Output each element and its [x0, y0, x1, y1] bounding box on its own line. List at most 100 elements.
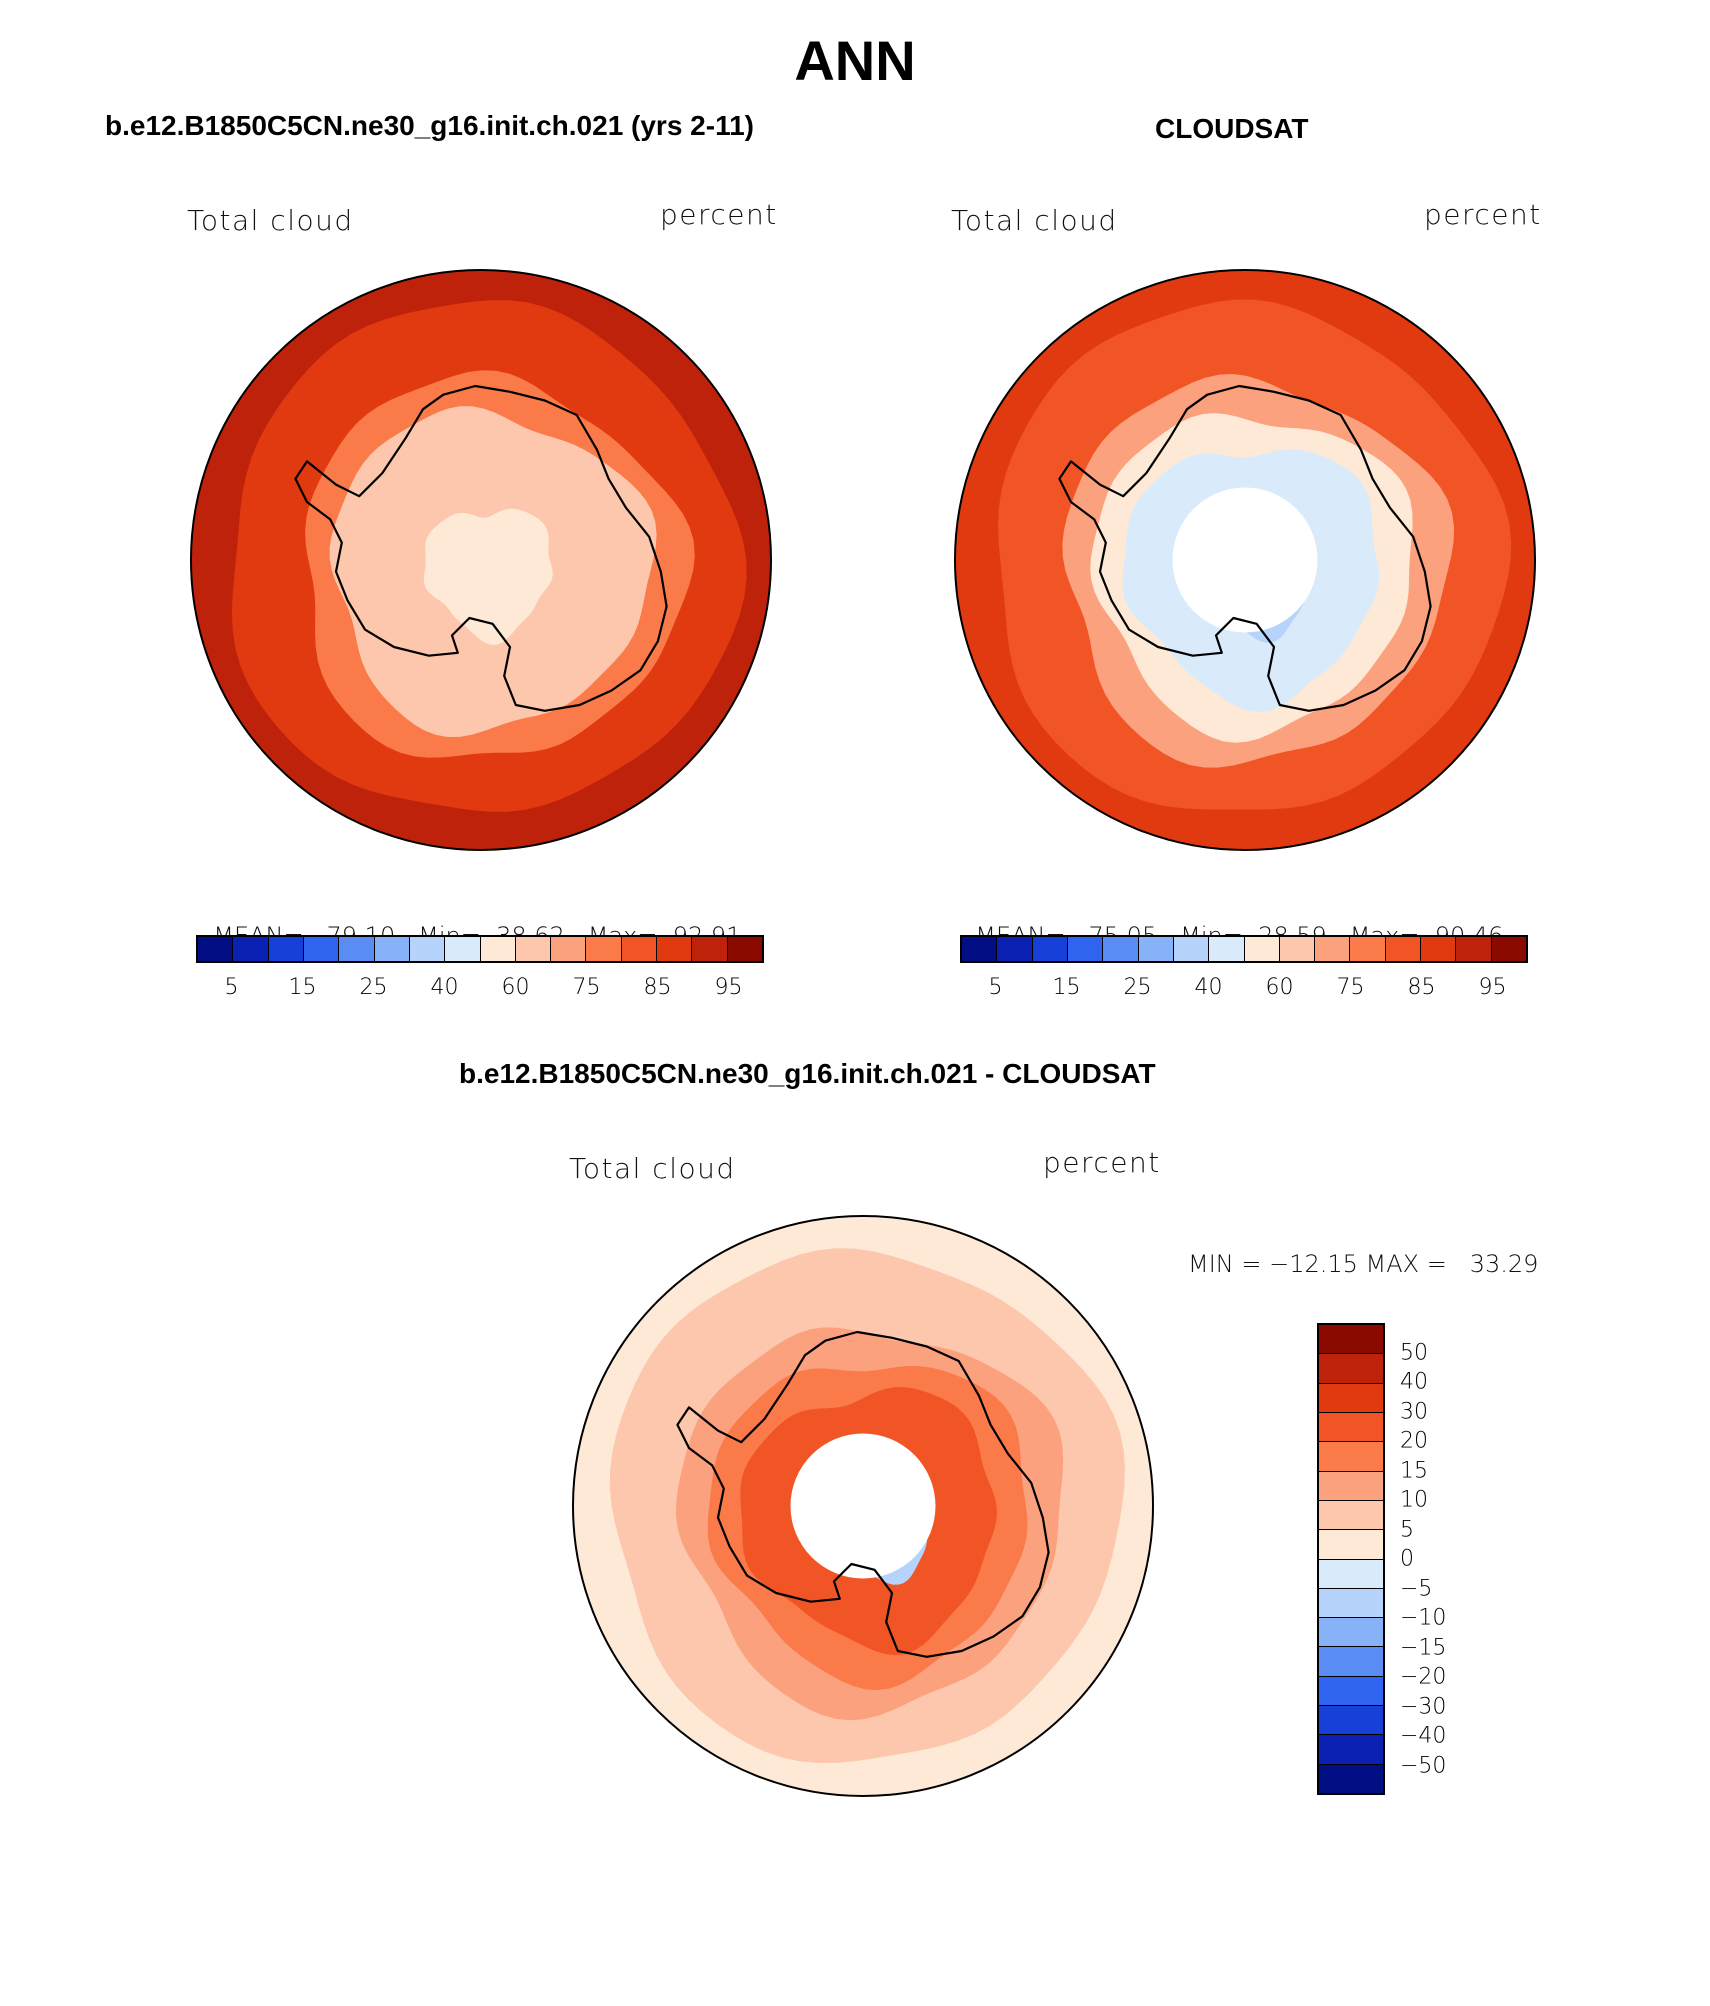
colorbar-swatch: [1385, 937, 1422, 961]
colorbar-tick-label: 75: [572, 975, 601, 1000]
panel-2-colorbar: [960, 935, 1528, 963]
panel-3-colorbar-ticks: 50 40 30 20 15 10 5 0 −5 −10 −15 −20 −30 −40 −50: [1400, 1323, 1480, 1795]
colorbar-tick-label: 25: [359, 975, 388, 1000]
colorbar-swatch: [586, 937, 622, 961]
colorbar-swatch: [339, 937, 375, 961]
map-boundary: [190, 269, 772, 851]
colorbar-tick-label: 40: [430, 975, 459, 1000]
colorbar-tick-label: 15: [1052, 975, 1081, 1000]
colorbar-swatch: [727, 937, 762, 961]
polar-data-gap: [790, 1433, 936, 1579]
colorbar-swatch: [198, 937, 234, 961]
panel-1-title: b.e12.B1850C5CN.ne30_g16.init.ch.021 (yr…: [105, 110, 755, 141]
colorbar-swatch: [657, 937, 693, 961]
colorbar-swatch: [1319, 1735, 1383, 1765]
colorbar-tick-label: 20: [1400, 1428, 1428, 1454]
colorbar-swatch: [1279, 937, 1316, 961]
colorbar-tick-label: 25: [1123, 975, 1152, 1000]
colorbar-swatch: [1319, 1500, 1383, 1531]
colorbar-tick-label: −40: [1400, 1723, 1447, 1749]
panel-2-polar-map: [954, 269, 1536, 851]
colorbar-swatch: [1319, 1647, 1383, 1677]
panel-1-units-label: percent: [660, 198, 778, 231]
colorbar-tick-label: −10: [1400, 1605, 1447, 1631]
colorbar-swatch: [1319, 1618, 1383, 1648]
colorbar-swatch: [268, 937, 304, 961]
colorbar-swatch: [374, 937, 410, 961]
colorbar-tick-label: 85: [643, 975, 672, 1000]
colorbar-tick-label: 5: [1400, 1517, 1414, 1542]
colorbar-swatch: [409, 937, 446, 961]
colorbar-swatch: [1209, 937, 1245, 961]
colorbar-tick-label: 60: [501, 975, 530, 1000]
colorbar-swatch: [1319, 1471, 1383, 1501]
colorbar-swatch: [233, 937, 269, 961]
colorbar-tick-label: 10: [1400, 1487, 1428, 1513]
colorbar-swatch: [515, 937, 552, 961]
map-boundary: [954, 269, 1536, 851]
panel-3-stats: MIN = −12.15 MAX = 33.29: [1188, 1250, 1539, 1278]
colorbar-swatch: [1491, 937, 1526, 961]
colorbar-swatch: [1103, 937, 1139, 961]
colorbar-tick-label: −50: [1400, 1753, 1447, 1778]
colorbar-swatch: [692, 937, 728, 961]
colorbar-swatch: [1319, 1412, 1383, 1443]
colorbar-tick-label: −30: [1400, 1694, 1447, 1719]
polar-data-gap: [1172, 487, 1318, 633]
colorbar-tick-label: 60: [1265, 975, 1294, 1000]
coastline: [294, 384, 668, 712]
colorbar-swatch: [1138, 937, 1174, 961]
colorbar-swatch: [1350, 937, 1386, 961]
colorbar-tick-label: 30: [1400, 1399, 1428, 1424]
colorbar-swatch: [1319, 1530, 1383, 1560]
panel-1-colorbar-ticks: 5 15 25 40 60 75 85 95: [196, 975, 764, 1005]
colorbar-swatch: [445, 937, 481, 961]
colorbar-tick-label: 40: [1194, 975, 1223, 1000]
colorbar-tick-label: 15: [1400, 1458, 1428, 1483]
colorbar-tick-label: 95: [1478, 975, 1507, 1000]
colorbar-swatch: [1315, 937, 1351, 961]
panel-2-units-label: percent: [1424, 198, 1542, 231]
panel-3-units-label: percent: [1043, 1146, 1161, 1179]
colorbar-swatch: [551, 937, 587, 961]
panel-3-polar-map: [572, 1215, 1154, 1797]
panel-2-colorbar-ticks: 5 15 25 40 60 75 85 95: [960, 975, 1528, 1005]
colorbar-tick-label: 5: [988, 975, 1003, 1000]
colorbar-tick-label: 0: [1400, 1546, 1414, 1572]
colorbar-tick-label: −15: [1400, 1635, 1447, 1660]
colorbar-swatch: [1319, 1559, 1383, 1589]
colorbar-tick-label: 95: [714, 975, 743, 1000]
colorbar-swatch: [303, 937, 340, 961]
colorbar-swatch: [1319, 1706, 1383, 1736]
panel-3-variable-label: Total cloud: [569, 1152, 736, 1185]
colorbar-swatch: [1319, 1764, 1383, 1793]
panel-1-colorbar: [196, 935, 764, 963]
colorbar-tick-label: 15: [288, 975, 317, 1000]
colorbar-swatch: [1032, 937, 1068, 961]
colorbar-swatch: [1319, 1588, 1383, 1619]
colorbar-tick-label: 5: [224, 975, 239, 1000]
colorbar-tick-label: 75: [1336, 975, 1365, 1000]
colorbar-tick-label: 85: [1407, 975, 1436, 1000]
colorbar-swatch: [1319, 1676, 1383, 1707]
colorbar-swatch: [1319, 1354, 1383, 1384]
colorbar-swatch: [1319, 1325, 1383, 1355]
colorbar-swatch: [480, 937, 516, 961]
coastline: [1058, 384, 1432, 712]
figure-title: ANN: [794, 29, 916, 92]
coastline: [676, 1330, 1050, 1658]
colorbar-swatch: [1456, 937, 1492, 961]
panel-2-title: CLOUDSAT: [1155, 113, 1309, 144]
colorbar-tick-label: 40: [1400, 1369, 1428, 1395]
contour-band: [423, 508, 553, 645]
panel-2-variable-label: Total cloud: [951, 204, 1118, 237]
colorbar-swatch: [962, 937, 998, 961]
colorbar-tick-label: −5: [1400, 1576, 1433, 1601]
colorbar-swatch: [1421, 937, 1457, 961]
panel-3-title: b.e12.B1850C5CN.ne30_g16.init.ch.021 - C…: [459, 1058, 1156, 1089]
colorbar-swatch: [1244, 937, 1280, 961]
map-boundary: [572, 1215, 1154, 1797]
colorbar-swatch: [1319, 1383, 1383, 1413]
panel-1-polar-map: [190, 269, 772, 851]
panel-3-colorbar: [1317, 1323, 1385, 1795]
